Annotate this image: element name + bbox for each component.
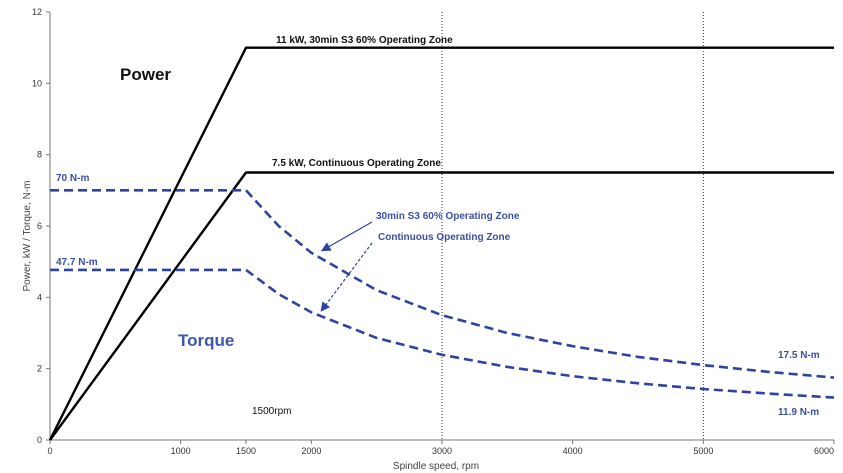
torque-70-label: 70 N-m xyxy=(56,173,89,184)
base-speed-label: 1500rpm xyxy=(252,406,291,417)
power-s3-annotation: 11 kW, 30min S3 60% Operating Zone xyxy=(276,35,453,46)
y-tick-label-8: 8 xyxy=(37,150,42,160)
x-tick-label-3000: 3000 xyxy=(432,446,452,456)
series-line-torque-2 xyxy=(50,189,835,379)
x-tick-label-4000: 4000 xyxy=(563,446,583,456)
x-tick-label-6000: 6000 xyxy=(814,446,834,456)
torque-477-label: 47.7 N-m xyxy=(56,257,98,268)
power-label: Power xyxy=(120,65,171,84)
power-cont-annotation: 7.5 kW, Continuous Operating Zone xyxy=(272,158,441,169)
series-line-power-0 xyxy=(48,46,834,441)
y-tick-label-6: 6 xyxy=(37,221,42,231)
x-tick-label-1500: 1500 xyxy=(236,446,256,456)
torque-175-label: 17.5 N-m xyxy=(778,350,820,361)
x-tick-label-0: 0 xyxy=(47,446,52,456)
torque-label: Torque xyxy=(178,331,234,350)
series xyxy=(48,46,835,441)
x-tick-label-1000: 1000 xyxy=(171,446,191,456)
y-tick-label-12: 12 xyxy=(32,7,42,17)
torque-s3-annotation: 30min S3 60% Operating Zone xyxy=(376,211,520,222)
series-line-torque-3 xyxy=(50,268,835,399)
x-axis-label: Spindle speed, rpm xyxy=(393,461,479,472)
y-tick-label-4: 4 xyxy=(37,292,42,302)
x-tick-label-2000: 2000 xyxy=(301,446,321,456)
torque-s3-arrow xyxy=(320,221,373,252)
torque-cont-arrow xyxy=(320,242,373,312)
series-line-power-1 xyxy=(49,171,834,441)
torque-cont-annotation: Continuous Operating Zone xyxy=(378,232,511,243)
y-tick-label-2: 2 xyxy=(37,364,42,374)
tick-labels: 0 1000 1500 2000 3000 4000 5000 6000 0 2 4 6 8 10 12 xyxy=(32,7,834,456)
x-tick-label-5000: 5000 xyxy=(693,446,713,456)
y-axis-label: Power, kW / Torque, N-m xyxy=(22,181,33,292)
y-tick-label-10: 10 xyxy=(32,78,42,88)
y-tick-label-0: 0 xyxy=(37,435,42,445)
axes xyxy=(46,11,835,444)
torque-119-label: 11.9 N-m xyxy=(778,407,819,418)
